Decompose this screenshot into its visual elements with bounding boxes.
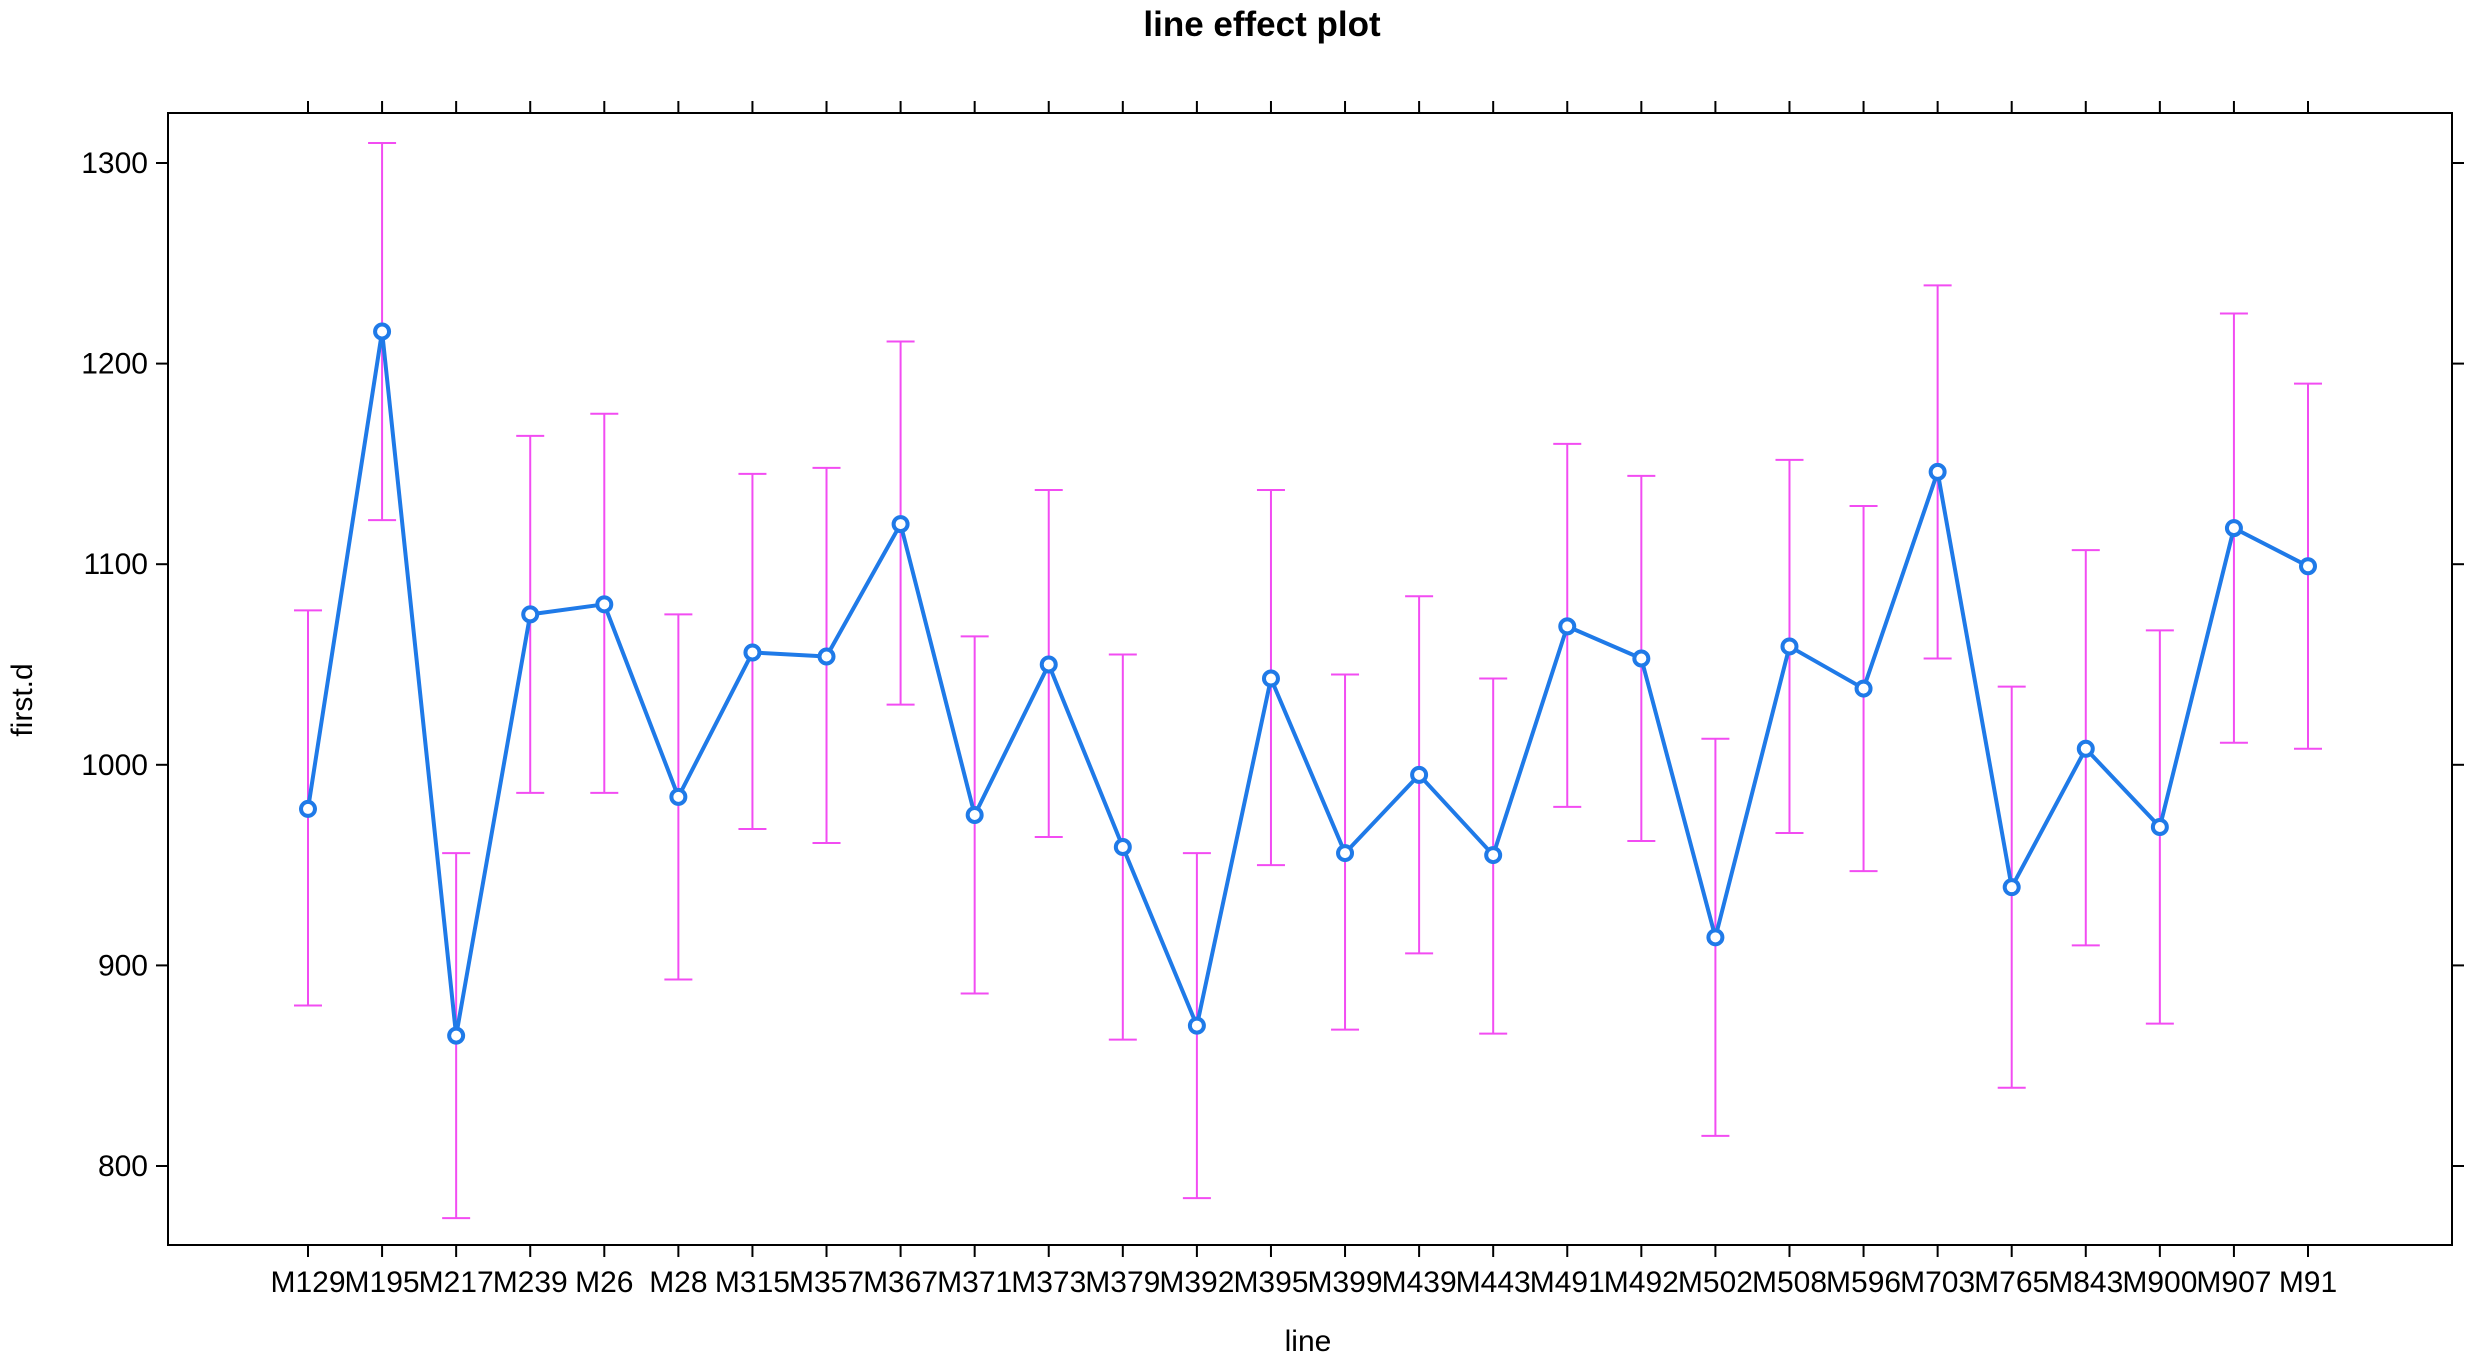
x-tick-label: M399: [1308, 1266, 1383, 1299]
data-point: [1039, 655, 1058, 674]
data-points: [299, 322, 2317, 1045]
x-tick-label: M491: [1530, 1266, 1605, 1299]
data-point: [743, 643, 762, 662]
y-tick-label: 800: [98, 1150, 148, 1183]
y-tick-label: 1100: [83, 548, 148, 581]
data-point: [1261, 669, 1280, 688]
plot-frame: [167, 112, 2453, 1246]
chart-title: line effect plot: [1143, 5, 1381, 44]
x-tick-label: M395: [1233, 1266, 1308, 1299]
x-tick-label: M596: [1826, 1266, 1901, 1299]
data-point: [817, 647, 836, 666]
x-tick-label: M129: [270, 1266, 345, 1299]
x-tick-label: M508: [1752, 1266, 1827, 1299]
x-tick-label: M28: [649, 1266, 707, 1299]
data-point: [1780, 637, 1799, 656]
data-point: [2150, 817, 2169, 836]
x-tick-label: M502: [1678, 1266, 1753, 1299]
x-tick-label: M443: [1456, 1266, 1531, 1299]
data-point: [1410, 765, 1429, 784]
x-axis-title: line: [1285, 1325, 1332, 1352]
data-point: [2224, 519, 2243, 538]
data-point: [1632, 649, 1651, 668]
x-tick-label: M703: [1900, 1266, 1975, 1299]
y-tick-label: 1200: [81, 348, 148, 381]
data-point: [1706, 928, 1725, 947]
series-polyline: [306, 329, 2309, 1038]
x-tick-label: M379: [1085, 1266, 1160, 1299]
x-tick-label: M492: [1604, 1266, 1679, 1299]
y-tick-label: 1300: [81, 147, 148, 180]
data-point: [2299, 557, 2317, 576]
data-point: [1113, 838, 1132, 857]
x-tick-label: M357: [789, 1266, 864, 1299]
x-tick-label: M392: [1159, 1266, 1234, 1299]
x-tick-label: M765: [1974, 1266, 2049, 1299]
x-tick-label: M371: [937, 1266, 1012, 1299]
x-tick-label: M195: [345, 1266, 420, 1299]
data-point: [965, 805, 984, 824]
data-point: [2002, 878, 2021, 897]
data-point: [891, 515, 910, 534]
data-point: [447, 1026, 466, 1045]
x-tick-label: M373: [1011, 1266, 1086, 1299]
x-tick-label: M217: [419, 1266, 494, 1299]
data-point: [299, 799, 317, 818]
x-tick-label: M843: [2048, 1266, 2123, 1299]
x-tick-label: M367: [863, 1266, 938, 1299]
data-point: [1336, 844, 1355, 863]
data-point: [1928, 462, 1947, 481]
data-point: [1558, 617, 1577, 636]
series-line: [306, 329, 2309, 1038]
error-bars: [294, 141, 2322, 1220]
x-tick-label: M900: [2122, 1266, 2197, 1299]
data-point: [1484, 846, 1503, 865]
y-tick-label: 900: [98, 949, 148, 982]
data-point: [1854, 679, 1873, 698]
x-tick-label: M26: [575, 1266, 633, 1299]
x-tick-label: M907: [2196, 1266, 2271, 1299]
x-axis-ticks: M129 M195 M217 M239 M26 M28 M315 M357 M367 M371 M3…: [270, 101, 2337, 1299]
data-point: [1187, 1016, 1206, 1035]
data-point: [2076, 739, 2095, 758]
data-point: [521, 605, 540, 624]
y-tick-label: 1000: [81, 749, 148, 782]
x-tick-label: M91: [2279, 1266, 2337, 1299]
x-tick-label: M439: [1382, 1266, 1457, 1299]
data-point: [669, 787, 688, 806]
x-tick-label: M239: [493, 1266, 568, 1299]
y-axis-title: first.d: [6, 663, 39, 736]
x-tick-label: M315: [715, 1266, 790, 1299]
data-point: [595, 595, 614, 614]
y-axis-ticks: 800 900 1000 1100 1200 1300: [81, 147, 2464, 1183]
data-point: [373, 322, 392, 341]
